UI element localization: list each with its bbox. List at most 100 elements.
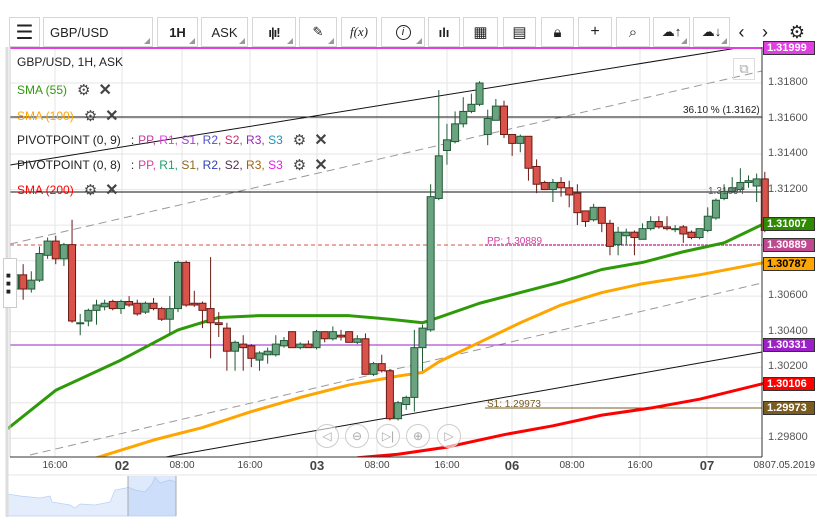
expand-icon[interactable]: ⧉: [733, 58, 755, 80]
candle[interactable]: [116, 299, 125, 314]
candle[interactable]: [581, 210, 590, 227]
candle[interactable]: [597, 206, 606, 233]
candle[interactable]: [614, 226, 623, 256]
candle[interactable]: [328, 326, 337, 341]
candle[interactable]: [565, 180, 574, 208]
candle[interactable]: [59, 242, 68, 266]
gear-icon[interactable]: ⚙: [83, 182, 98, 199]
candle[interactable]: [459, 97, 468, 128]
candle[interactable]: [345, 331, 354, 343]
legend-sma200[interactable]: SMA (200) ⚙ ✕: [17, 180, 119, 200]
close-icon[interactable]: ✕: [105, 182, 119, 199]
indicators-button[interactable]: f(x): [341, 17, 377, 47]
candle[interactable]: [231, 340, 240, 371]
candle[interactable]: [402, 395, 411, 410]
candle[interactable]: [279, 336, 288, 348]
candle[interactable]: [679, 225, 688, 243]
candle[interactable]: [35, 246, 44, 282]
candle[interactable]: [483, 109, 492, 146]
candle[interactable]: [92, 299, 101, 325]
candle[interactable]: [442, 123, 451, 165]
candle[interactable]: [491, 98, 500, 121]
upper-dashed-trendline[interactable]: [9, 70, 763, 245]
candle[interactable]: [337, 329, 345, 341]
price-chart[interactable]: [0, 47, 817, 532]
candle[interactable]: [100, 299, 109, 311]
candle[interactable]: [190, 290, 199, 307]
sma-line[interactable]: [357, 381, 766, 460]
gear-icon[interactable]: ⚙: [292, 157, 307, 174]
prev-button[interactable]: ‹: [730, 17, 753, 47]
candle[interactable]: [516, 134, 525, 153]
candle[interactable]: [508, 134, 517, 156]
price-type-select[interactable]: ASK: [201, 17, 248, 47]
candle[interactable]: [247, 344, 256, 368]
candle[interactable]: [548, 178, 557, 203]
candle[interactable]: [434, 90, 443, 201]
candle[interactable]: [736, 168, 745, 192]
close-icon[interactable]: ✕: [314, 157, 328, 174]
legend-sma55[interactable]: SMA (55) ⚙ ✕: [17, 80, 112, 100]
candle[interactable]: [663, 216, 671, 231]
gear-icon[interactable]: ⚙: [83, 108, 98, 125]
candle[interactable]: [239, 335, 248, 371]
candle[interactable]: [296, 342, 305, 350]
candle[interactable]: [475, 81, 484, 107]
navigator[interactable]: [7, 474, 817, 517]
candle[interactable]: [369, 361, 378, 377]
info-button[interactable]: i: [381, 17, 425, 47]
candle[interactable]: [149, 297, 158, 311]
legend-pivot1[interactable]: PIVOTPOINT (0, 9): PP, R1, S1, R2, S2, R3…: [17, 130, 328, 150]
candle[interactable]: [19, 264, 28, 300]
candle[interactable]: [288, 331, 297, 349]
sma-line[interactable]: [96, 260, 766, 460]
candle[interactable]: [312, 329, 321, 350]
candle[interactable]: [304, 340, 313, 349]
draw-button[interactable]: ✎: [299, 17, 337, 47]
calendar-button[interactable]: ▦: [463, 17, 498, 47]
candle[interactable]: [744, 175, 753, 188]
sma-line[interactable]: [5, 221, 766, 431]
legend-sma100[interactable]: SMA (100) ⚙ ✕: [17, 106, 119, 126]
candle[interactable]: [157, 306, 166, 322]
candle[interactable]: [638, 223, 647, 240]
scroll-right-button[interactable]: ▷: [437, 424, 461, 448]
menu-button[interactable]: ☰: [9, 17, 40, 47]
download-button[interactable]: ☁↓: [693, 17, 730, 47]
candle[interactable]: [410, 329, 419, 412]
candle[interactable]: [524, 135, 533, 181]
zoom-in-button[interactable]: ⊕: [406, 424, 430, 448]
candle[interactable]: [263, 347, 272, 364]
candle[interactable]: [500, 100, 508, 139]
upload-button[interactable]: ☁↑: [653, 17, 690, 47]
candle[interactable]: [182, 260, 191, 307]
candle[interactable]: [385, 368, 394, 421]
candle[interactable]: [141, 301, 150, 314]
candle[interactable]: [108, 299, 117, 311]
report-button[interactable]: ▤: [503, 17, 536, 47]
gear-icon[interactable]: ⚙: [292, 132, 307, 149]
candle[interactable]: [394, 400, 403, 421]
zoom-out-button[interactable]: ⊖: [345, 424, 369, 448]
candle[interactable]: [84, 308, 93, 327]
candle[interactable]: [320, 331, 329, 343]
candle[interactable]: [752, 173, 761, 203]
close-icon[interactable]: ✕: [105, 108, 119, 125]
candle[interactable]: [540, 180, 549, 191]
candle[interactable]: [573, 184, 582, 226]
candle[interactable]: [353, 335, 362, 345]
candle[interactable]: [68, 219, 77, 323]
candle[interactable]: [43, 237, 52, 259]
go-to-end-button[interactable]: ▷|: [376, 424, 400, 448]
candle[interactable]: [532, 159, 541, 194]
candle[interactable]: [361, 333, 370, 375]
navigator-window[interactable]: [128, 476, 176, 516]
legend-pivot2[interactable]: PIVOTPOINT (0, 8): PP, R1, S1, R2, S2, R3…: [17, 155, 328, 175]
lower-dashed-trendline[interactable]: [29, 282, 763, 456]
lower-channel-line[interactable]: [159, 351, 763, 459]
candle[interactable]: [426, 184, 435, 332]
candle[interactable]: [630, 230, 639, 256]
zoom-search-button[interactable]: ⌕: [616, 17, 650, 47]
candle[interactable]: [418, 324, 427, 371]
candle[interactable]: [622, 228, 631, 245]
